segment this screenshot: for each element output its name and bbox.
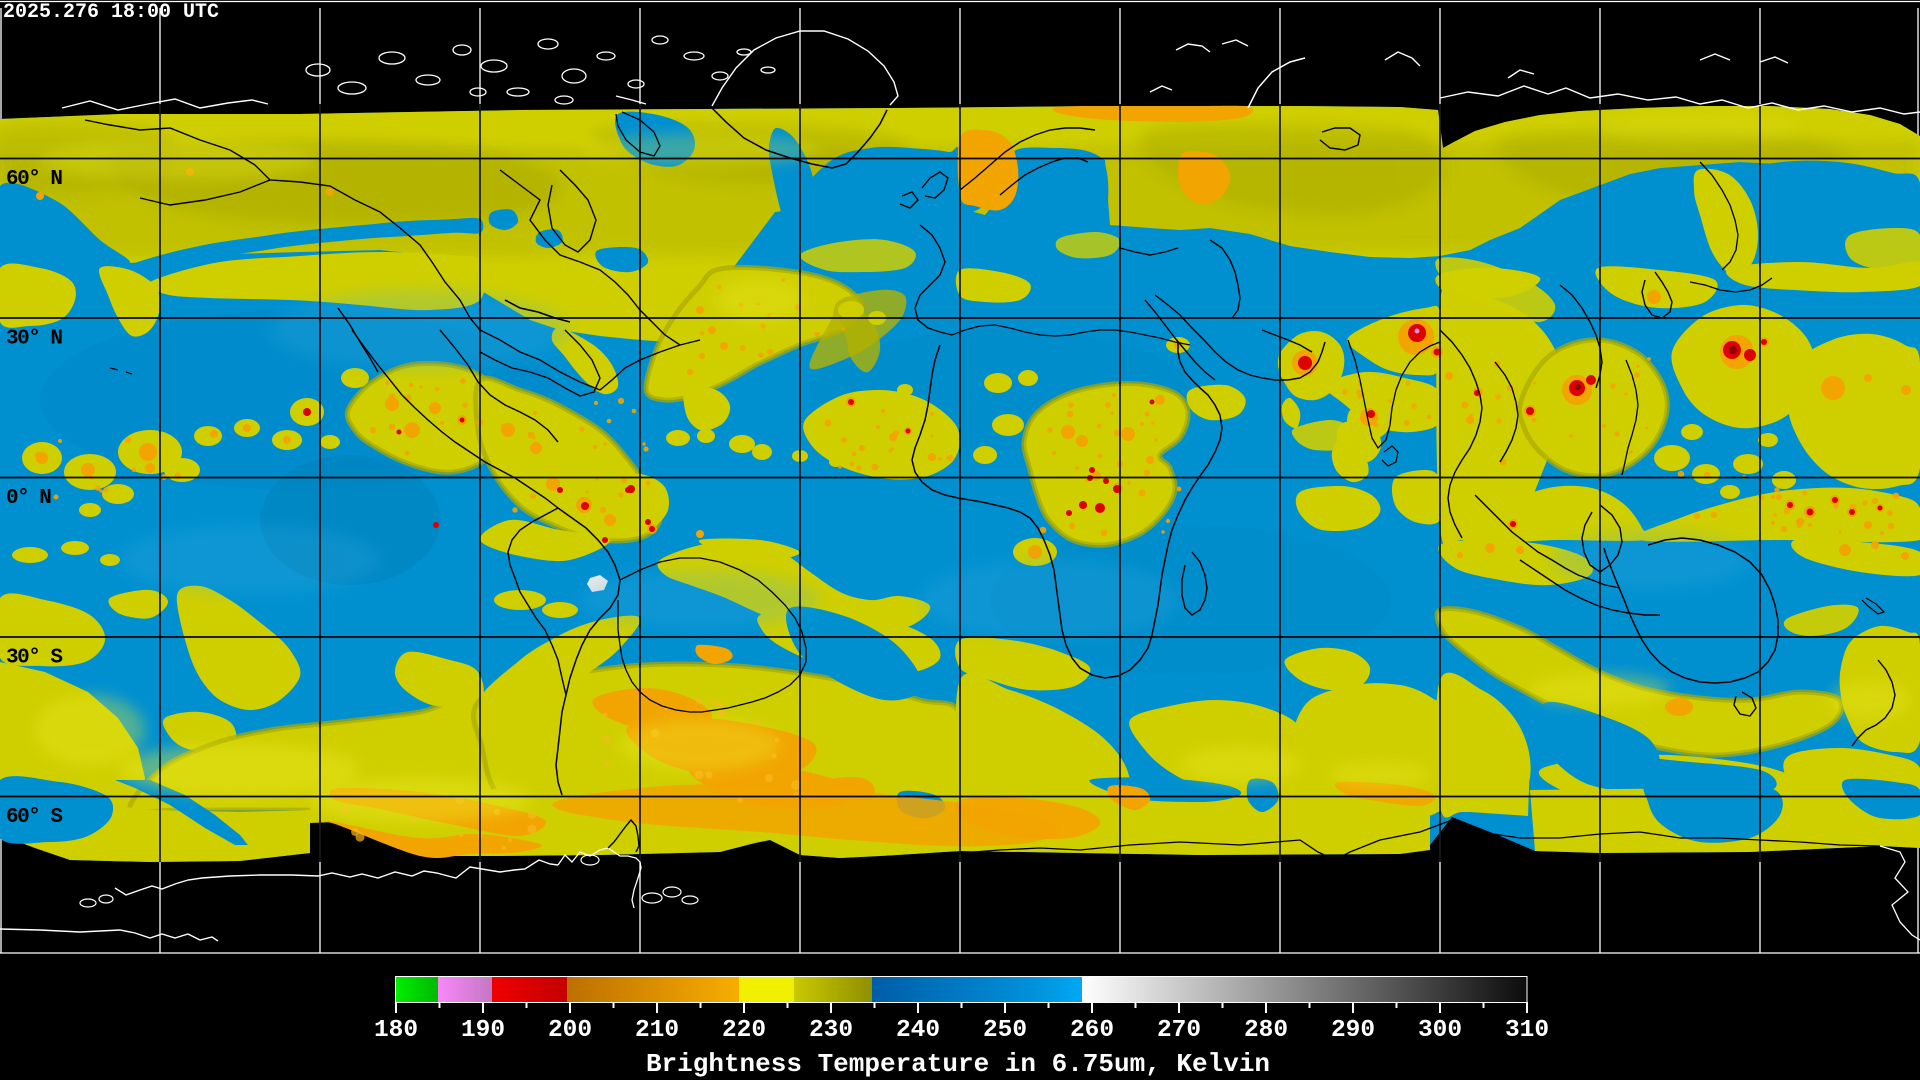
svg-text:180: 180 [374, 1017, 418, 1044]
svg-text:290: 290 [1331, 1017, 1375, 1044]
svg-text:240: 240 [896, 1017, 940, 1044]
svg-text:250: 250 [983, 1017, 1027, 1044]
svg-text:190: 190 [461, 1017, 505, 1044]
svg-text:210: 210 [635, 1017, 679, 1044]
svg-text:270: 270 [1157, 1017, 1201, 1044]
svg-text:Brightness Temperature in 6.75: Brightness Temperature in 6.75um, Kelvin [646, 1049, 1270, 1079]
svg-text:2025.276 18:00 UTC: 2025.276 18:00 UTC [3, 1, 219, 24]
svg-text:30° N: 30° N [6, 328, 62, 351]
svg-text:0° N: 0° N [6, 487, 51, 510]
svg-text:300: 300 [1418, 1017, 1462, 1044]
svg-text:280: 280 [1244, 1017, 1288, 1044]
svg-text:200: 200 [548, 1017, 592, 1044]
svg-text:310: 310 [1505, 1017, 1549, 1044]
svg-text:260: 260 [1070, 1017, 1114, 1044]
svg-text:230: 230 [809, 1017, 853, 1044]
svg-text:60° N: 60° N [6, 168, 62, 191]
svg-text:30° S: 30° S [6, 647, 62, 670]
svg-text:220: 220 [722, 1017, 766, 1044]
svg-text:60° S: 60° S [6, 806, 62, 829]
